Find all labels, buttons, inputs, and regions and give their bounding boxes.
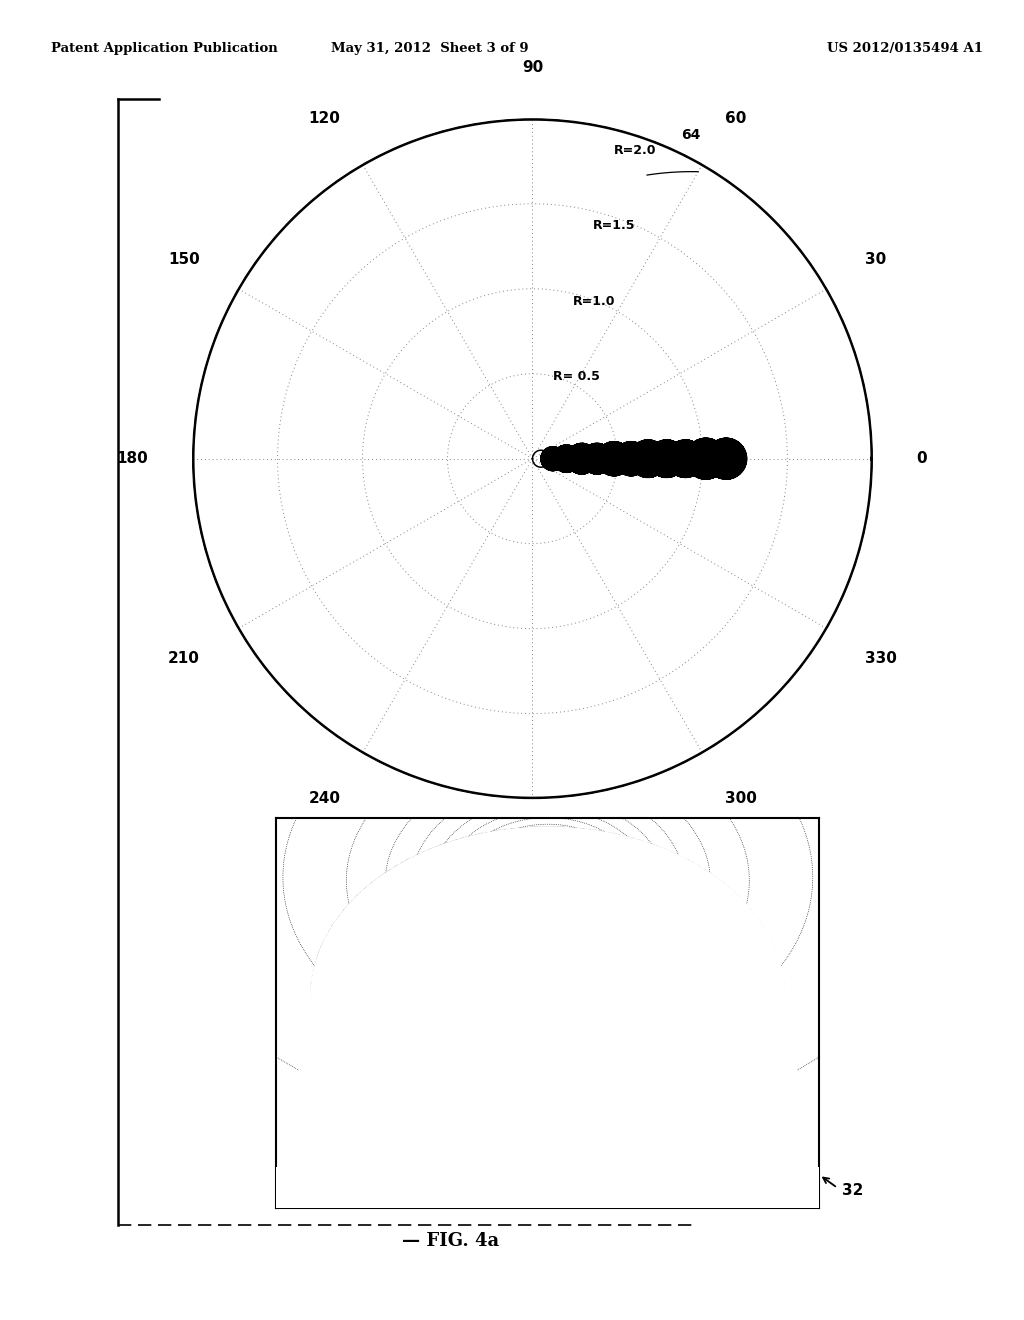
Text: 90: 90 <box>522 59 543 75</box>
Text: 240: 240 <box>308 791 340 807</box>
Text: 0: 0 <box>916 451 927 466</box>
Text: 300: 300 <box>725 791 757 807</box>
Polygon shape <box>276 1167 819 1208</box>
Text: May 31, 2012  Sheet 3 of 9: May 31, 2012 Sheet 3 of 9 <box>332 42 528 55</box>
Text: R= 0.5: R= 0.5 <box>553 370 600 383</box>
Text: 32: 32 <box>842 1183 863 1199</box>
Text: US 2012/0135494 A1: US 2012/0135494 A1 <box>827 42 983 55</box>
Text: 180: 180 <box>117 451 148 466</box>
Polygon shape <box>276 826 819 1208</box>
Text: R=1.0: R=1.0 <box>573 294 615 308</box>
Text: R=1.5: R=1.5 <box>593 219 636 232</box>
Text: 64: 64 <box>681 128 700 141</box>
Text: 60: 60 <box>725 111 745 127</box>
Text: 210: 210 <box>168 651 200 665</box>
Text: 270: 270 <box>516 842 549 858</box>
Text: 330: 330 <box>865 651 897 665</box>
Text: — FIG. 4a: — FIG. 4a <box>402 1232 499 1250</box>
Text: 150: 150 <box>168 252 200 267</box>
Text: R=2.0: R=2.0 <box>613 144 656 157</box>
Text: Patent Application Publication: Patent Application Publication <box>51 42 278 55</box>
Text: 30: 30 <box>865 252 887 267</box>
Text: 120: 120 <box>308 111 340 127</box>
